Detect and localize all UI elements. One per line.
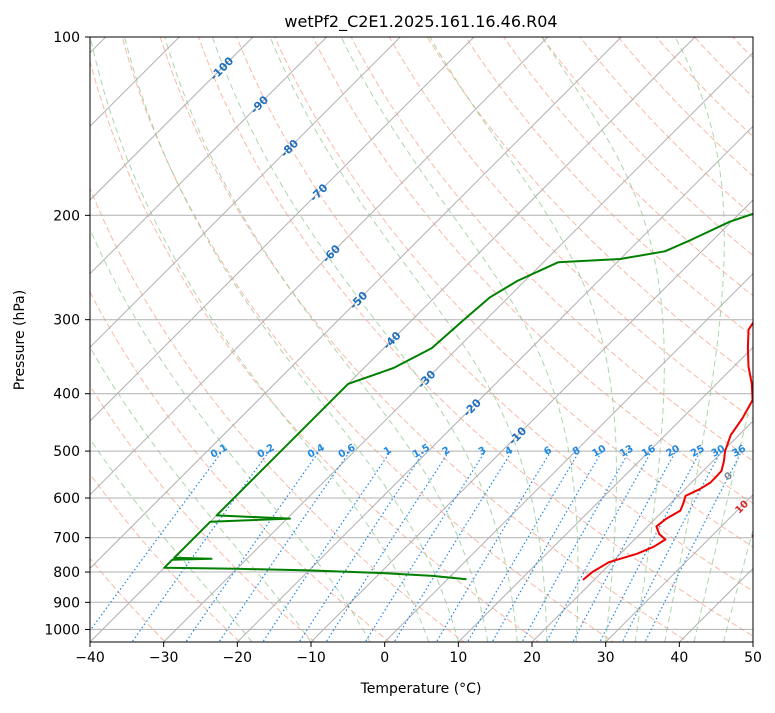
- y-tick-label: 800: [53, 565, 80, 581]
- y-tick-label: 500: [53, 444, 80, 460]
- y-axis-label: Pressure (hPa): [12, 290, 28, 390]
- y-tick-label: 200: [53, 208, 80, 224]
- y-tick-label: 300: [53, 313, 80, 329]
- y-tick-label: 1000: [44, 622, 80, 638]
- x-tick-label: −10: [296, 650, 326, 666]
- x-tick-label: 40: [670, 650, 688, 666]
- x-tick-label: −30: [149, 650, 179, 666]
- x-tick-label: 20: [523, 650, 541, 666]
- x-tick-label: −40: [75, 650, 105, 666]
- x-tick-label: 50: [744, 650, 762, 666]
- x-axis-label: Temperature (°C): [360, 681, 482, 697]
- y-tick-label: 400: [53, 387, 80, 403]
- x-tick-label: 30: [597, 650, 615, 666]
- x-tick-label: −20: [223, 650, 253, 666]
- chart-title: wetPf2_C2E1.2025.161.16.46.R04: [284, 12, 557, 32]
- x-tick-label: 10: [449, 650, 467, 666]
- y-tick-label: 900: [53, 595, 80, 611]
- y-tick-label: 700: [53, 531, 80, 547]
- y-tick-label: 100: [53, 30, 80, 46]
- y-tick-label: 600: [53, 491, 80, 507]
- x-tick-label: 0: [380, 650, 389, 666]
